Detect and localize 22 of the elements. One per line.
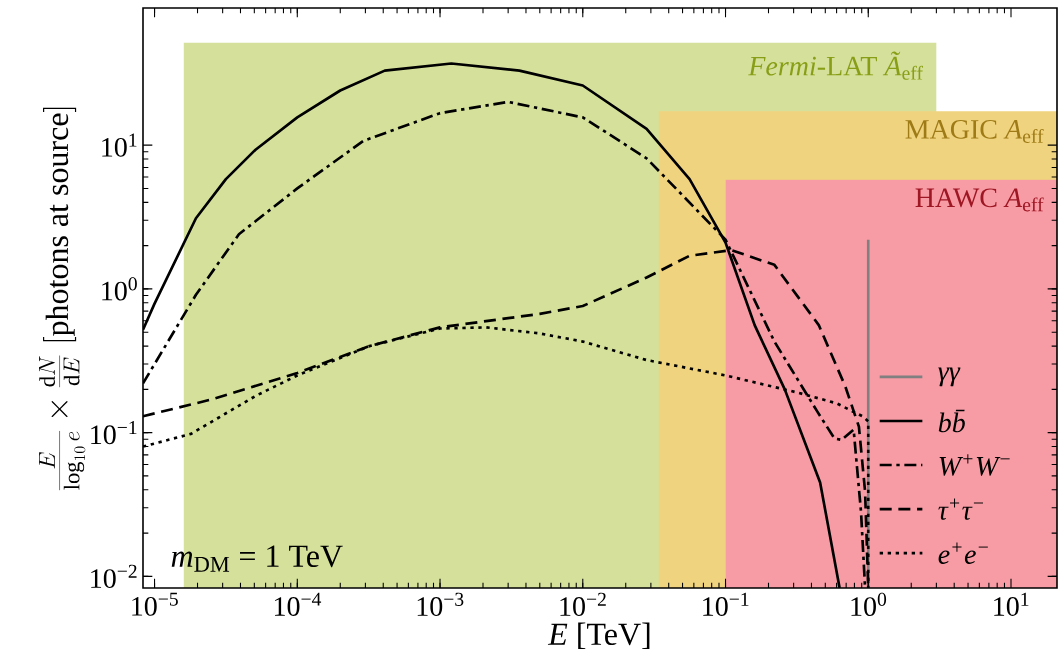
y-tick-label: 10$^{0}$ xyxy=(102,277,137,301)
band-label: MAGIC A$_{eff}$ xyxy=(905,119,1044,143)
x-tick-label: 10$^{−1}$ xyxy=(703,592,749,616)
band-label: Fermi-LAT Ã$_{eff}$ xyxy=(748,51,923,80)
y-tick-label: 10$^{1}$ xyxy=(102,133,137,157)
x-tick-label: 10$^{−2}$ xyxy=(560,592,606,616)
band-label: HAWC A$_{eff}$ xyxy=(915,188,1044,212)
x-tick-label: 10$^{−4}$ xyxy=(275,592,322,616)
y-tick-label: 10$^{−1}$ xyxy=(91,421,137,445)
y-tick-label: 10$^{−2}$ xyxy=(91,564,137,589)
x-tick-label: 10$^{−5}$ xyxy=(132,592,178,616)
legend-label: τ$^{+}$τ$^{−}$ xyxy=(938,498,984,520)
x-axis-title: E [TeV] xyxy=(547,622,650,650)
legend-label: γγ xyxy=(938,367,961,387)
y-axis-title: $\frac{E}{\log_{10} e}\times\frac{\mathrm{d}N}{\mathrm{d}E}\;[\mathrm{photons\ at\ source}]$ xyxy=(39,107,86,491)
legend-label: bb̄ xyxy=(938,409,965,433)
x-tick-label: 10$^{−3}$ xyxy=(417,592,464,616)
annotation: m$_{DM}$ = 1 TeV xyxy=(171,545,343,572)
x-tick-label: 10$^{0}$ xyxy=(851,592,887,617)
x-tick-label: 10$^{1}$ xyxy=(994,592,1029,616)
legend-label: e$^{+}$e$^{−}$ xyxy=(938,542,988,564)
legend-label: W$^{+}$W$^{−}$ xyxy=(939,454,1010,476)
